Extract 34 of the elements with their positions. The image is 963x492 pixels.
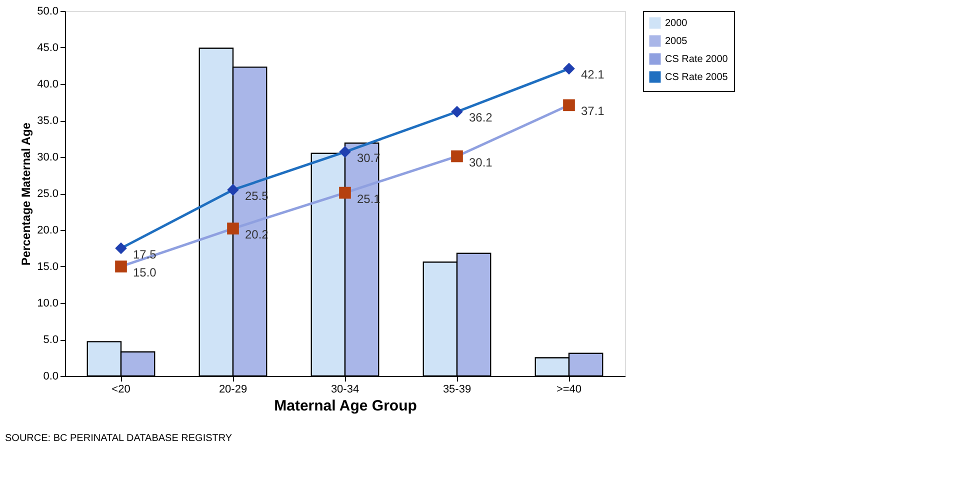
legend-label: 2000 (665, 18, 688, 29)
x-tick-label: 20-29 (218, 384, 248, 396)
data-label: 15.0 (133, 266, 157, 280)
x-tick-label: >=40 (556, 384, 582, 396)
x-tick-label: <20 (112, 384, 130, 396)
y-tick-label: 45.0 (37, 42, 58, 54)
data-label: 36.2 (469, 110, 493, 125)
legend-label: CS Rate 2005 (665, 72, 728, 83)
y-tick-label: 25.0 (37, 188, 58, 200)
y-tick-label: 40.0 (37, 78, 58, 90)
y-tick-label: 5.0 (43, 334, 58, 346)
y-axis-title: Percentage Maternal Age (19, 122, 34, 266)
y-tick-label: 30.0 (37, 152, 58, 164)
y-tick-label: 20.0 (37, 224, 58, 236)
y-tick-label: 0.0 (43, 370, 58, 382)
y-tick-label: 50.0 (37, 6, 58, 18)
point (339, 146, 351, 158)
point (115, 242, 127, 254)
x-tick-label: 30-34 (330, 384, 360, 396)
data-label: 30.1 (469, 155, 493, 170)
point (563, 62, 575, 75)
legend-label: 2005 (665, 36, 688, 47)
data-label: 37.1 (581, 104, 605, 118)
y-tick-label: 15.0 (37, 261, 58, 273)
y-tick-label: 10.0 (37, 298, 58, 310)
point (451, 106, 463, 118)
x-axis-title: Maternal Age Group (274, 398, 417, 414)
legend-label: CS Rate 2000 (665, 54, 728, 65)
x-tick-label: 35-39 (442, 384, 472, 396)
data-label: 42.1 (581, 68, 605, 82)
source-note: SOURCE: BC PERINATAL DATABASE REGISTRY (5, 433, 232, 444)
y-tick-label: 35.0 (37, 115, 58, 127)
data-label: 17.5 (133, 247, 157, 262)
point (227, 184, 239, 196)
